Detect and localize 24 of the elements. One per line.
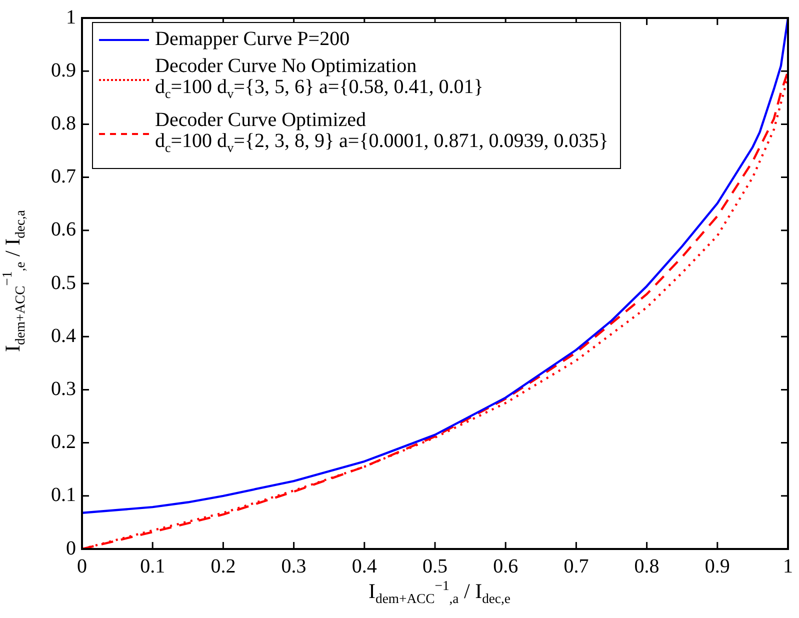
legend-label: Demapper Curve P=200 <box>155 28 350 50</box>
y-tick-label: 0.5 <box>51 272 76 294</box>
x-tick-label: 1 <box>783 555 793 578</box>
y-tick-label: 0.4 <box>51 324 76 347</box>
x-tick-label: 0.6 <box>493 555 518 578</box>
y-tick-label: 0.9 <box>51 59 76 82</box>
y-tick-label: 0.8 <box>51 112 76 134</box>
y-tick-label: 0.7 <box>51 166 76 188</box>
y-tick-label: 0.6 <box>51 218 76 241</box>
y-tick-label: 0.2 <box>51 431 76 454</box>
x-tick-label: 0.8 <box>634 555 660 578</box>
x-tick-label: 0.7 <box>564 555 589 578</box>
x-tick-label: 0.1 <box>140 555 166 578</box>
legend-label: Decoder Curve No Optimization d$_{c}$=100 d$_{v}$={3, 5, 6} a={0.58, 0.41, 0.01} <box>155 55 484 103</box>
y-tick-label: 1 <box>66 6 76 28</box>
x-tick-label: 0.4 <box>352 555 377 578</box>
legend-label: Decoder Curve Optimized d$_{c}$=100 d$_{v}$={2, 3, 8, 9} a={0.0001, 0.871, 0.0939, 0.035} <box>155 109 608 157</box>
y-tick-label: 0 <box>66 537 76 560</box>
y-tick-label: 0.1 <box>51 484 76 506</box>
x-tick-label: 0.9 <box>704 555 730 578</box>
x-tick-label: 0.2 <box>210 555 236 578</box>
y-tick-label: 0.3 <box>51 378 76 400</box>
x-tick-label: 0.3 <box>281 555 306 578</box>
x-tick-label: 0.5 <box>422 555 448 578</box>
